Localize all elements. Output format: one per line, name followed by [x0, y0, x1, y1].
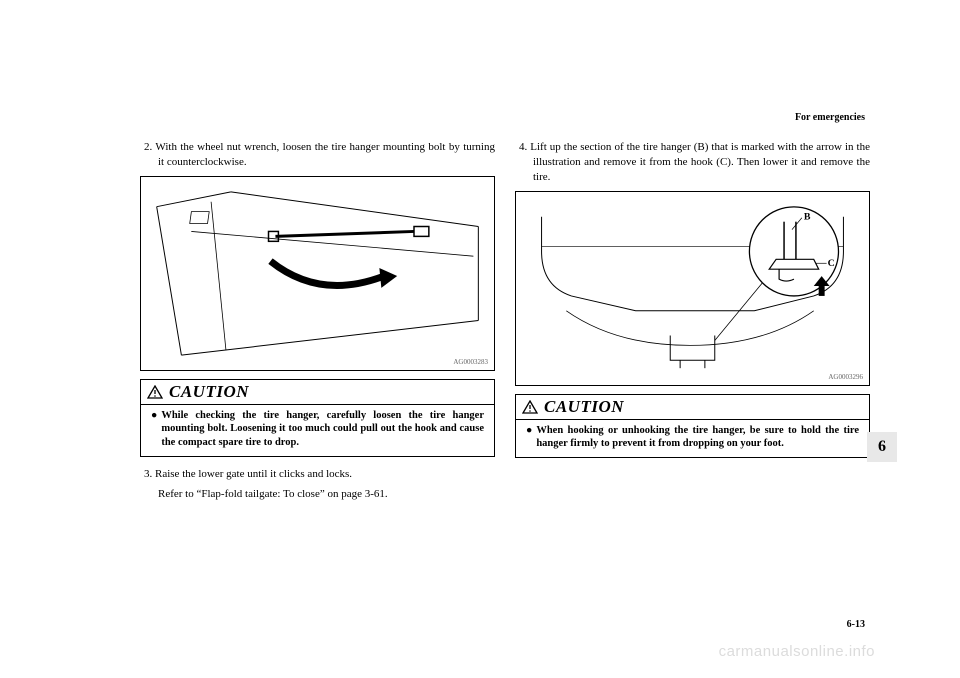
warning-triangle-icon [522, 400, 538, 414]
figure-2-svg: B C [516, 192, 869, 385]
warning-triangle-icon [147, 385, 163, 399]
step-3-line2: Refer to “Flap-fold tailgate: To close” … [140, 487, 495, 502]
caution-header-2: CAUTION [516, 395, 869, 420]
figure-1-svg [141, 177, 494, 370]
caution-box-1: CAUTION ● While checking the tire hanger… [140, 379, 495, 457]
figure-1: AG0003283 [140, 176, 495, 371]
caution-box-2: CAUTION ● When hooking or unhooking the … [515, 394, 870, 458]
caution-body-1: ● While checking the tire hanger, carefu… [141, 405, 494, 456]
step-3-line1: 3. Raise the lower gate until it clicks … [140, 467, 495, 482]
left-column: 2. With the wheel nut wrench, loosen the… [140, 140, 495, 508]
figure-1-id: AG0003283 [453, 358, 488, 366]
caution-text-2: When hooking or unhooking the tire hange… [536, 424, 859, 451]
manual-page: For emergencies 2. With the wheel nut wr… [0, 0, 960, 678]
step-4-text: 4. Lift up the section of the tire hange… [515, 140, 870, 185]
caution-title-2: CAUTION [544, 397, 624, 417]
caution-title-1: CAUTION [169, 382, 249, 402]
content-columns: 2. With the wheel nut wrench, loosen the… [140, 140, 870, 508]
caution-header-1: CAUTION [141, 380, 494, 405]
section-tab: 6 [867, 432, 897, 462]
right-column: 4. Lift up the section of the tire hange… [515, 140, 870, 508]
page-number: 6-13 [847, 619, 865, 630]
caution-text-1: While checking the tire hanger, carefull… [161, 409, 484, 450]
bullet-icon: ● [151, 409, 157, 450]
label-b: B [804, 211, 811, 222]
caution-body-2: ● When hooking or unhooking the tire han… [516, 420, 869, 457]
figure-2: B C AG0003296 [515, 191, 870, 386]
figure-2-id: AG0003296 [828, 373, 863, 381]
label-c: C [828, 258, 835, 269]
watermark: carmanualsonline.info [719, 643, 875, 660]
bullet-icon: ● [526, 424, 532, 451]
section-header: For emergencies [795, 112, 865, 123]
step-2-text: 2. With the wheel nut wrench, loosen the… [140, 140, 495, 170]
